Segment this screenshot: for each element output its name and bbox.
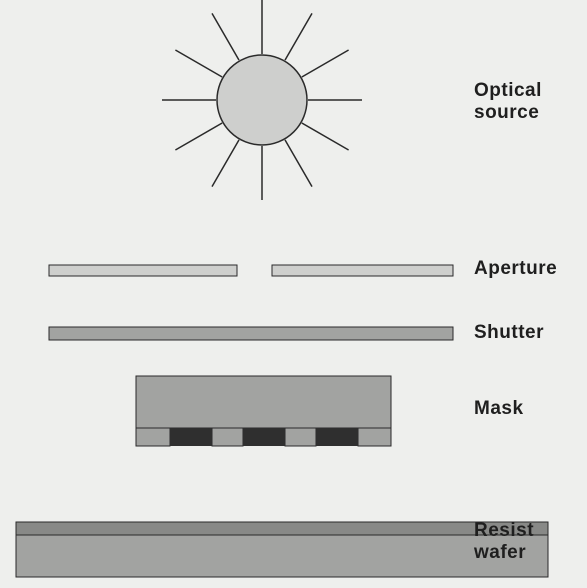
resist-wafer-shape [16, 522, 548, 577]
mask-tooth-gap [285, 428, 316, 446]
mask-tooth-gap [358, 428, 391, 446]
shutter-shape [49, 327, 453, 340]
wafer-base [16, 535, 548, 577]
mask-tooth-gap [136, 428, 170, 446]
mask-tooth [243, 428, 285, 446]
mask-tooth [170, 428, 212, 446]
label-mask: Mask [474, 398, 524, 420]
label-shutter: Shutter [474, 322, 544, 344]
label-optical-source: Optical source [474, 80, 542, 124]
wafer-resist-layer [16, 522, 548, 535]
aperture-right [272, 265, 453, 276]
mask-body [136, 376, 391, 428]
label-aperture: Aperture [474, 258, 557, 280]
mask-shape [136, 376, 391, 446]
aperture-left [49, 265, 237, 276]
mask-tooth-gap [212, 428, 243, 446]
sun-disc [217, 55, 307, 145]
label-resist-wafer: Resist wafer [474, 520, 534, 564]
mask-tooth [316, 428, 358, 446]
